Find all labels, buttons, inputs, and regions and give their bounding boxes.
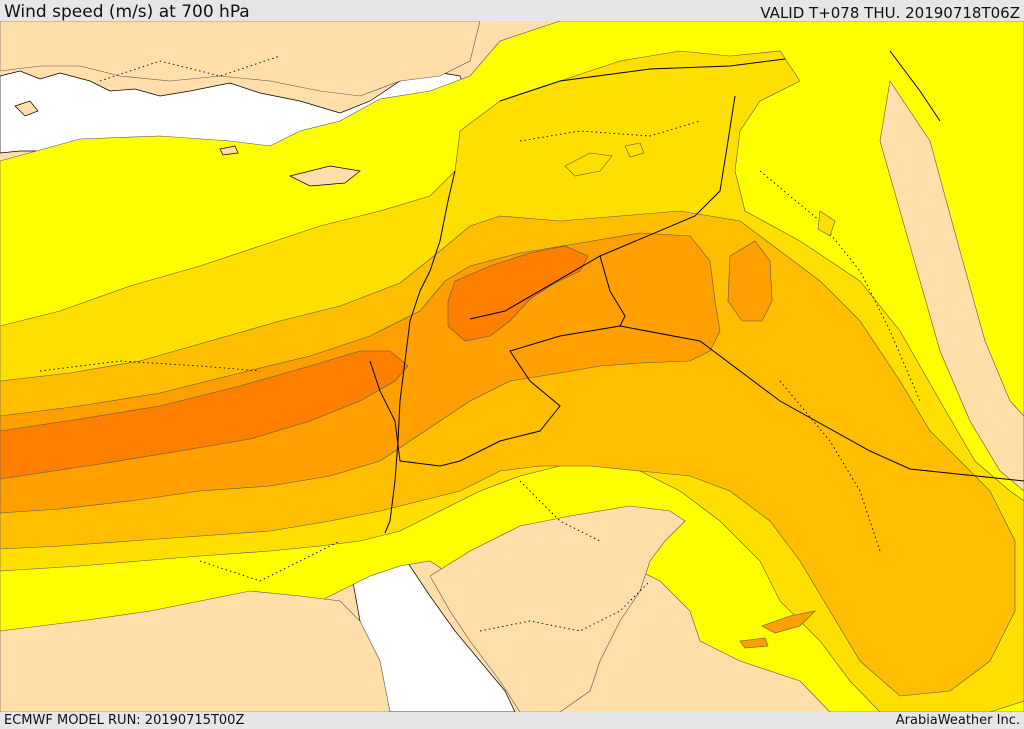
- small-contour-patches-orange: [739, 610, 816, 649]
- band-lowest-saudi-south: [0, 590, 391, 712]
- small-contour-patches: [564, 142, 836, 237]
- band-lowest-gulf-coast: [879, 80, 1024, 492]
- credit-label: ArabiaWeather Inc.: [895, 713, 1020, 728]
- band-higher-inland: [727, 240, 773, 322]
- header-bar: [0, 0, 1024, 21]
- band-lowest-north: [0, 21, 481, 97]
- band-max: [0, 350, 409, 480]
- wind-speed-map: [0, 21, 1024, 712]
- band-lowest-arabia: [429, 505, 686, 712]
- valid-time: VALID T+078 THU. 20190718T06Z: [760, 4, 1020, 22]
- province-borders: [39, 55, 921, 632]
- islands: [14, 100, 361, 187]
- band-max-jordan: [447, 245, 589, 342]
- political-borders: [369, 50, 1024, 534]
- model-run-label: ECMWF MODEL RUN: 20190715T00Z: [4, 713, 245, 728]
- map-title: Wind speed (m/s) at 700 hPa: [4, 2, 250, 22]
- band-high: [0, 210, 1016, 697]
- footer-bar: [0, 712, 1024, 729]
